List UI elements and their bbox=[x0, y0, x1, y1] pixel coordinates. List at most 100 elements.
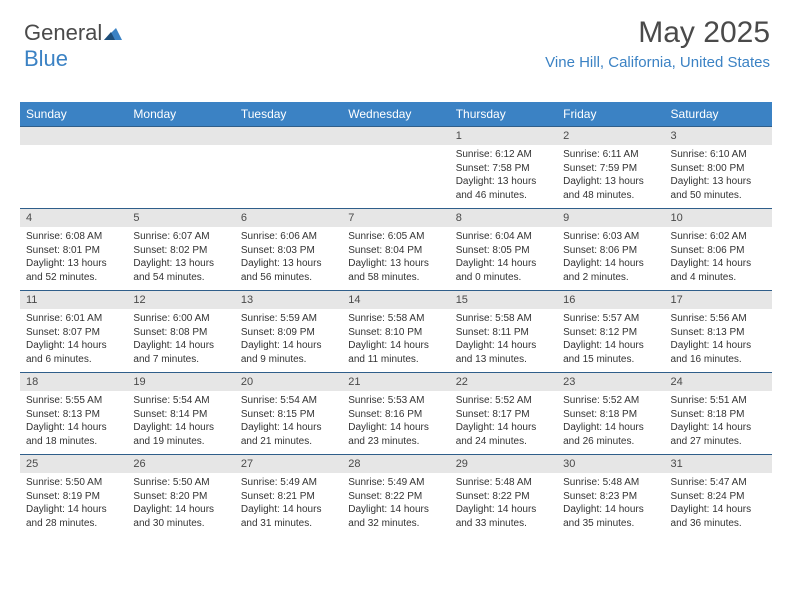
day-data bbox=[127, 145, 234, 203]
day-number: 23 bbox=[557, 373, 664, 391]
calendar-cell: 20Sunrise: 5:54 AMSunset: 8:15 PMDayligh… bbox=[235, 373, 342, 455]
day-data: Sunrise: 5:51 AMSunset: 8:18 PMDaylight:… bbox=[665, 391, 772, 454]
calendar-cell bbox=[235, 127, 342, 209]
day-data bbox=[342, 145, 449, 203]
day-number: 29 bbox=[450, 455, 557, 473]
calendar-cell: 4Sunrise: 6:08 AMSunset: 8:01 PMDaylight… bbox=[20, 209, 127, 291]
day-data: Sunrise: 6:10 AMSunset: 8:00 PMDaylight:… bbox=[665, 145, 772, 208]
day-data: Sunrise: 5:47 AMSunset: 8:24 PMDaylight:… bbox=[665, 473, 772, 536]
calendar-table: SundayMondayTuesdayWednesdayThursdayFrid… bbox=[20, 102, 772, 536]
day-data bbox=[235, 145, 342, 203]
calendar-cell: 21Sunrise: 5:53 AMSunset: 8:16 PMDayligh… bbox=[342, 373, 449, 455]
day-number: 3 bbox=[665, 127, 772, 145]
calendar-cell: 9Sunrise: 6:03 AMSunset: 8:06 PMDaylight… bbox=[557, 209, 664, 291]
day-number: 7 bbox=[342, 209, 449, 227]
weekday-header: Thursday bbox=[450, 102, 557, 127]
day-number: 22 bbox=[450, 373, 557, 391]
day-number: 4 bbox=[20, 209, 127, 227]
calendar-body: 1Sunrise: 6:12 AMSunset: 7:58 PMDaylight… bbox=[20, 127, 772, 537]
day-number: 31 bbox=[665, 455, 772, 473]
day-data: Sunrise: 5:48 AMSunset: 8:22 PMDaylight:… bbox=[450, 473, 557, 536]
calendar-cell: 31Sunrise: 5:47 AMSunset: 8:24 PMDayligh… bbox=[665, 455, 772, 537]
calendar-cell: 5Sunrise: 6:07 AMSunset: 8:02 PMDaylight… bbox=[127, 209, 234, 291]
day-number: 26 bbox=[127, 455, 234, 473]
day-number bbox=[342, 127, 449, 145]
calendar-week-row: 4Sunrise: 6:08 AMSunset: 8:01 PMDaylight… bbox=[20, 209, 772, 291]
calendar-cell: 2Sunrise: 6:11 AMSunset: 7:59 PMDaylight… bbox=[557, 127, 664, 209]
weekday-row: SundayMondayTuesdayWednesdayThursdayFrid… bbox=[20, 102, 772, 127]
day-number: 24 bbox=[665, 373, 772, 391]
calendar-cell: 14Sunrise: 5:58 AMSunset: 8:10 PMDayligh… bbox=[342, 291, 449, 373]
day-number: 25 bbox=[20, 455, 127, 473]
day-number: 12 bbox=[127, 291, 234, 309]
calendar-cell: 11Sunrise: 6:01 AMSunset: 8:07 PMDayligh… bbox=[20, 291, 127, 373]
day-number: 27 bbox=[235, 455, 342, 473]
calendar-cell: 22Sunrise: 5:52 AMSunset: 8:17 PMDayligh… bbox=[450, 373, 557, 455]
day-number: 18 bbox=[20, 373, 127, 391]
calendar-cell: 27Sunrise: 5:49 AMSunset: 8:21 PMDayligh… bbox=[235, 455, 342, 537]
day-data: Sunrise: 5:50 AMSunset: 8:20 PMDaylight:… bbox=[127, 473, 234, 536]
day-data: Sunrise: 5:52 AMSunset: 8:17 PMDaylight:… bbox=[450, 391, 557, 454]
day-number: 2 bbox=[557, 127, 664, 145]
calendar-cell: 15Sunrise: 5:58 AMSunset: 8:11 PMDayligh… bbox=[450, 291, 557, 373]
day-data: Sunrise: 6:08 AMSunset: 8:01 PMDaylight:… bbox=[20, 227, 127, 290]
weekday-header: Monday bbox=[127, 102, 234, 127]
day-data: Sunrise: 5:58 AMSunset: 8:11 PMDaylight:… bbox=[450, 309, 557, 372]
calendar-cell: 25Sunrise: 5:50 AMSunset: 8:19 PMDayligh… bbox=[20, 455, 127, 537]
day-data: Sunrise: 6:00 AMSunset: 8:08 PMDaylight:… bbox=[127, 309, 234, 372]
calendar-head: SundayMondayTuesdayWednesdayThursdayFrid… bbox=[20, 102, 772, 127]
calendar-cell: 29Sunrise: 5:48 AMSunset: 8:22 PMDayligh… bbox=[450, 455, 557, 537]
day-number: 17 bbox=[665, 291, 772, 309]
day-number: 6 bbox=[235, 209, 342, 227]
day-number bbox=[235, 127, 342, 145]
logo-text-2: Blue bbox=[24, 46, 68, 71]
location-label: Vine Hill, California, United States bbox=[545, 54, 770, 71]
calendar-cell: 30Sunrise: 5:48 AMSunset: 8:23 PMDayligh… bbox=[557, 455, 664, 537]
calendar-cell: 23Sunrise: 5:52 AMSunset: 8:18 PMDayligh… bbox=[557, 373, 664, 455]
calendar-cell: 7Sunrise: 6:05 AMSunset: 8:04 PMDaylight… bbox=[342, 209, 449, 291]
weekday-header: Wednesday bbox=[342, 102, 449, 127]
calendar-cell: 28Sunrise: 5:49 AMSunset: 8:22 PMDayligh… bbox=[342, 455, 449, 537]
day-data: Sunrise: 5:57 AMSunset: 8:12 PMDaylight:… bbox=[557, 309, 664, 372]
calendar-cell: 18Sunrise: 5:55 AMSunset: 8:13 PMDayligh… bbox=[20, 373, 127, 455]
month-title: May 2025 bbox=[545, 16, 770, 50]
day-data: Sunrise: 6:02 AMSunset: 8:06 PMDaylight:… bbox=[665, 227, 772, 290]
day-number bbox=[20, 127, 127, 145]
day-number: 30 bbox=[557, 455, 664, 473]
logo-text-1: General bbox=[24, 20, 102, 45]
weekday-header: Sunday bbox=[20, 102, 127, 127]
calendar-week-row: 1Sunrise: 6:12 AMSunset: 7:58 PMDaylight… bbox=[20, 127, 772, 209]
day-number: 14 bbox=[342, 291, 449, 309]
day-data: Sunrise: 5:54 AMSunset: 8:14 PMDaylight:… bbox=[127, 391, 234, 454]
calendar-cell bbox=[342, 127, 449, 209]
calendar-cell: 6Sunrise: 6:06 AMSunset: 8:03 PMDaylight… bbox=[235, 209, 342, 291]
calendar-week-row: 11Sunrise: 6:01 AMSunset: 8:07 PMDayligh… bbox=[20, 291, 772, 373]
calendar-cell: 12Sunrise: 6:00 AMSunset: 8:08 PMDayligh… bbox=[127, 291, 234, 373]
calendar-cell: 26Sunrise: 5:50 AMSunset: 8:20 PMDayligh… bbox=[127, 455, 234, 537]
calendar-week-row: 25Sunrise: 5:50 AMSunset: 8:19 PMDayligh… bbox=[20, 455, 772, 537]
calendar-cell: 1Sunrise: 6:12 AMSunset: 7:58 PMDaylight… bbox=[450, 127, 557, 209]
day-data: Sunrise: 5:55 AMSunset: 8:13 PMDaylight:… bbox=[20, 391, 127, 454]
day-number: 8 bbox=[450, 209, 557, 227]
day-data: Sunrise: 5:52 AMSunset: 8:18 PMDaylight:… bbox=[557, 391, 664, 454]
day-data: Sunrise: 6:06 AMSunset: 8:03 PMDaylight:… bbox=[235, 227, 342, 290]
day-data: Sunrise: 5:49 AMSunset: 8:21 PMDaylight:… bbox=[235, 473, 342, 536]
day-data: Sunrise: 5:50 AMSunset: 8:19 PMDaylight:… bbox=[20, 473, 127, 536]
day-data: Sunrise: 6:04 AMSunset: 8:05 PMDaylight:… bbox=[450, 227, 557, 290]
day-number: 19 bbox=[127, 373, 234, 391]
day-data: Sunrise: 6:07 AMSunset: 8:02 PMDaylight:… bbox=[127, 227, 234, 290]
calendar-cell: 10Sunrise: 6:02 AMSunset: 8:06 PMDayligh… bbox=[665, 209, 772, 291]
day-number: 16 bbox=[557, 291, 664, 309]
calendar-cell bbox=[20, 127, 127, 209]
day-number: 5 bbox=[127, 209, 234, 227]
logo: General Blue bbox=[24, 20, 122, 72]
day-data bbox=[20, 145, 127, 203]
weekday-header: Saturday bbox=[665, 102, 772, 127]
day-number: 11 bbox=[20, 291, 127, 309]
day-data: Sunrise: 6:03 AMSunset: 8:06 PMDaylight:… bbox=[557, 227, 664, 290]
weekday-header: Friday bbox=[557, 102, 664, 127]
calendar-cell: 8Sunrise: 6:04 AMSunset: 8:05 PMDaylight… bbox=[450, 209, 557, 291]
weekday-header: Tuesday bbox=[235, 102, 342, 127]
day-number: 10 bbox=[665, 209, 772, 227]
calendar-cell: 24Sunrise: 5:51 AMSunset: 8:18 PMDayligh… bbox=[665, 373, 772, 455]
